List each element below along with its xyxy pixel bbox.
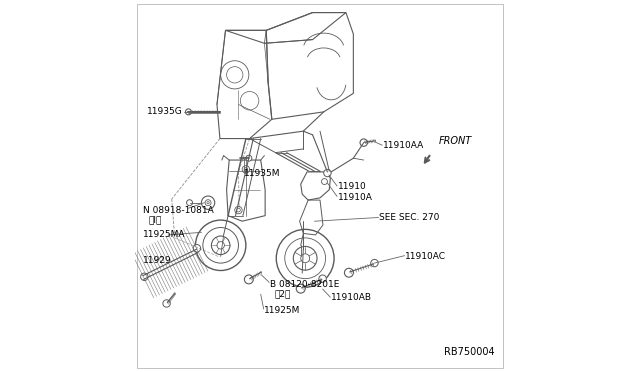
Circle shape [187,200,193,206]
Text: 11925M: 11925M [264,306,300,315]
Text: 11910A: 11910A [338,193,372,202]
Circle shape [319,275,326,282]
Text: 11925MA: 11925MA [143,230,186,240]
Circle shape [324,169,331,177]
Circle shape [244,275,253,284]
Text: FRONT: FRONT [438,136,472,146]
Text: 11935M: 11935M [244,169,280,177]
Circle shape [296,284,305,293]
Text: SEE SEC. 270: SEE SEC. 270 [380,213,440,222]
Circle shape [163,300,170,307]
Text: （I）: （I） [148,216,162,225]
Circle shape [321,179,328,185]
Circle shape [246,155,252,161]
Text: 〈2〉: 〈2〉 [275,290,291,299]
Circle shape [344,268,353,277]
Text: RB750004: RB750004 [444,347,495,357]
Text: 11935G: 11935G [147,108,183,116]
Circle shape [193,244,201,252]
Circle shape [360,139,367,146]
Text: N 08918-1081A: N 08918-1081A [143,206,214,215]
Text: 11910AA: 11910AA [383,141,424,150]
Circle shape [371,259,378,267]
Text: 11910AC: 11910AC [405,252,446,261]
Text: B 08120-8201E: B 08120-8201E [270,280,339,289]
Text: 11910: 11910 [338,182,367,190]
Text: 11929: 11929 [143,256,172,265]
Text: 11910AB: 11910AB [331,294,372,302]
Circle shape [141,273,148,280]
